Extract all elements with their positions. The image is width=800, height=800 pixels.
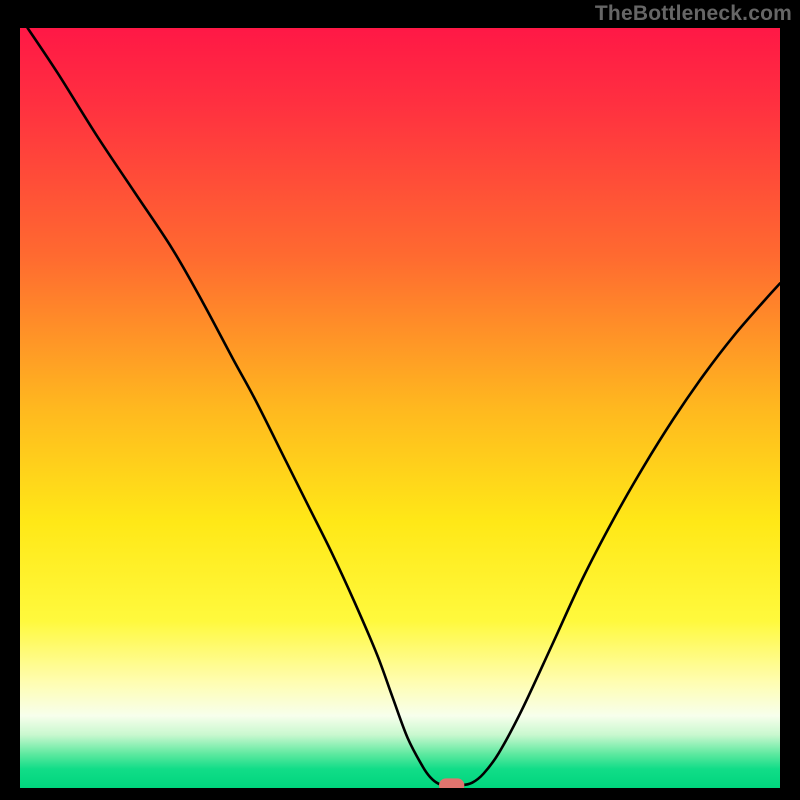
- gradient-background: [20, 28, 780, 788]
- optimal-point-marker: [440, 779, 464, 788]
- chart-container: TheBottleneck.com: [0, 0, 800, 800]
- plot-svg: [20, 28, 780, 788]
- plot-area: [20, 28, 780, 788]
- watermark-text: TheBottleneck.com: [595, 2, 792, 26]
